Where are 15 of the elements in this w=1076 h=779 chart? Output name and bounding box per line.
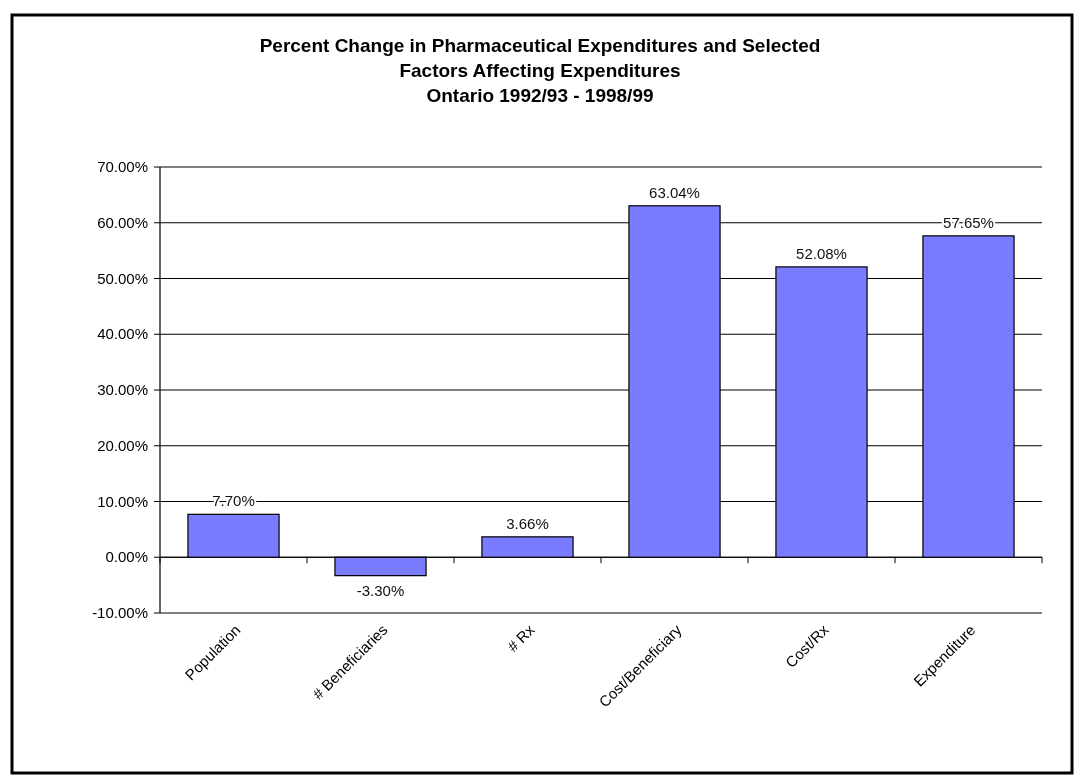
y-tick-label: 20.00% (97, 436, 148, 454)
y-tick-label: 40.00% (97, 325, 148, 343)
data-label: 63.04% (649, 183, 700, 201)
y-tick-label: 0.00% (105, 548, 148, 566)
y-tick-label: 50.00% (97, 269, 148, 287)
chart-title: Percent Change in Pharmaceutical Expenditures and Selected Factors Affecting Expenditures Ontario 1992/93 - 1998/99 (259, 35, 821, 106)
y-tick-label: 60.00% (97, 213, 148, 231)
y-tick-label: 30.00% (97, 381, 148, 398)
data-label: -3.30% (356, 581, 405, 599)
data-label: 52.08% (796, 244, 847, 262)
y-tick-label: 10.00% (97, 492, 148, 510)
y-tick-label: 70.00% (97, 158, 148, 175)
data-label: 3.66% (506, 514, 549, 532)
y-tick-label: -10.00% (92, 604, 148, 621)
x-tick-label: # Rx (503, 620, 538, 655)
